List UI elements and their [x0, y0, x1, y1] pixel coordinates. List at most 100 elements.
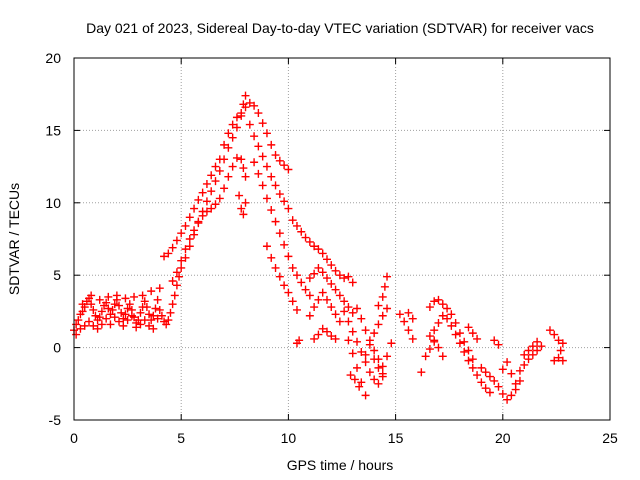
data-point — [241, 172, 250, 181]
data-point — [228, 120, 237, 129]
data-point — [318, 268, 327, 277]
data-point — [417, 368, 426, 377]
data-point — [310, 303, 319, 312]
data-point — [318, 288, 327, 297]
data-point — [380, 282, 389, 291]
data-point — [344, 303, 353, 312]
y-tick-label: -5 — [49, 412, 62, 428]
data-point — [353, 304, 362, 313]
data-point — [503, 358, 512, 367]
data-point — [545, 326, 554, 335]
data-point — [383, 352, 392, 361]
x-tick-label: 15 — [388, 430, 404, 446]
data-point — [404, 308, 413, 317]
data-point — [78, 300, 87, 309]
data-point — [250, 158, 259, 167]
data-point — [520, 350, 529, 359]
data-point — [271, 151, 280, 160]
data-point — [554, 353, 563, 362]
data-point — [460, 337, 469, 346]
data-point — [322, 327, 331, 336]
data-point — [194, 195, 203, 204]
data-point — [322, 274, 331, 283]
data-point — [305, 237, 314, 246]
data-point — [106, 310, 115, 319]
data-point — [275, 229, 284, 238]
data-point — [157, 311, 166, 320]
data-point — [322, 255, 331, 264]
x-tick-label: 20 — [495, 430, 511, 446]
data-point — [528, 342, 537, 351]
data-point — [220, 140, 229, 149]
data-point — [550, 330, 559, 339]
data-point — [262, 162, 271, 171]
data-point — [125, 300, 134, 309]
data-point — [370, 346, 379, 355]
data-point — [361, 358, 370, 367]
data-point — [262, 194, 271, 203]
data-point — [305, 274, 314, 283]
data-point — [357, 347, 366, 356]
data-point — [314, 245, 323, 254]
data-point — [241, 103, 250, 112]
data-point — [280, 161, 289, 170]
data-point — [310, 334, 319, 343]
data-point — [361, 391, 370, 400]
data-point — [215, 194, 224, 203]
data-point — [123, 316, 132, 325]
data-point — [97, 320, 106, 329]
data-point — [211, 162, 220, 171]
data-point — [395, 310, 404, 319]
data-point — [106, 320, 115, 329]
data-point — [383, 272, 392, 281]
data-point — [232, 123, 241, 132]
data-point — [123, 304, 132, 313]
data-point — [145, 310, 154, 319]
data-point — [153, 314, 162, 323]
data-point — [121, 294, 130, 303]
data-point — [112, 291, 121, 300]
data-point — [473, 334, 482, 343]
data-point — [258, 152, 267, 161]
data-point — [370, 329, 379, 338]
data-point — [153, 295, 162, 304]
y-tick-label: 10 — [45, 195, 61, 211]
data-point — [447, 321, 456, 330]
data-point — [89, 321, 98, 330]
data-point — [378, 372, 387, 381]
data-point — [443, 304, 452, 313]
data-point — [350, 375, 359, 384]
data-point — [207, 171, 216, 180]
data-point — [102, 314, 111, 323]
data-point — [327, 332, 336, 341]
data-point — [430, 326, 439, 335]
data-point — [507, 391, 516, 400]
data-point — [142, 303, 151, 312]
data-point — [485, 388, 494, 397]
data-point — [136, 320, 145, 329]
data-point — [241, 91, 250, 100]
data-point — [318, 324, 327, 333]
data-point — [76, 324, 85, 333]
data-point — [95, 295, 104, 304]
data-point — [425, 303, 434, 312]
data-point — [80, 321, 89, 330]
data-point — [172, 268, 181, 277]
data-point — [245, 98, 254, 107]
data-point — [490, 336, 499, 345]
data-point — [438, 311, 447, 320]
data-point — [408, 334, 417, 343]
data-point — [89, 305, 98, 314]
data-point — [498, 365, 507, 374]
data-point — [275, 156, 284, 165]
data-point — [331, 285, 340, 294]
data-point — [322, 295, 331, 304]
data-point — [93, 324, 102, 333]
x-tick-label: 10 — [281, 430, 297, 446]
data-point — [348, 327, 357, 336]
data-point — [515, 366, 524, 375]
data-point — [275, 190, 284, 199]
data-point — [280, 240, 289, 249]
data-point — [346, 371, 355, 380]
data-point — [162, 320, 171, 329]
